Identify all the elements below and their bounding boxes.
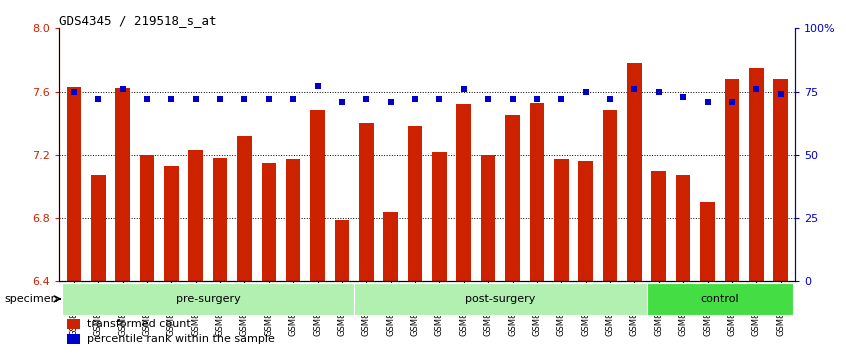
Point — [628, 86, 641, 92]
Point — [310, 84, 324, 89]
Point — [750, 86, 763, 92]
Bar — [140, 155, 154, 281]
Text: pre-surgery: pre-surgery — [175, 294, 240, 304]
Text: percentile rank within the sample: percentile rank within the sample — [87, 334, 275, 344]
Point — [432, 96, 446, 102]
FancyBboxPatch shape — [354, 283, 646, 315]
Point — [725, 99, 739, 104]
FancyBboxPatch shape — [62, 283, 354, 315]
Point — [140, 96, 154, 102]
Point — [335, 99, 349, 104]
Point — [530, 96, 544, 102]
Text: transformed count: transformed count — [87, 319, 191, 329]
Point — [91, 96, 105, 102]
Bar — [189, 150, 203, 281]
Bar — [212, 158, 228, 281]
Bar — [286, 160, 300, 281]
Bar — [408, 126, 422, 281]
Bar — [676, 175, 690, 281]
Point — [213, 96, 227, 102]
Bar — [237, 136, 252, 281]
Point — [700, 99, 714, 104]
Point — [579, 89, 592, 95]
Bar — [724, 79, 739, 281]
Point — [506, 96, 519, 102]
Text: post-surgery: post-surgery — [465, 294, 536, 304]
Point — [774, 91, 788, 97]
Bar — [164, 166, 179, 281]
Text: GDS4345 / 219518_s_at: GDS4345 / 219518_s_at — [59, 14, 217, 27]
Bar — [554, 160, 569, 281]
Bar — [700, 202, 715, 281]
Point — [409, 96, 422, 102]
Point — [652, 89, 666, 95]
Bar — [67, 334, 80, 344]
Text: control: control — [700, 294, 739, 304]
Point — [287, 96, 300, 102]
Bar — [505, 115, 519, 281]
Point — [238, 96, 251, 102]
Text: specimen: specimen — [4, 294, 58, 304]
Point — [676, 94, 689, 99]
Bar — [67, 319, 80, 329]
Point — [554, 96, 568, 102]
Point — [481, 96, 495, 102]
Bar — [67, 87, 81, 281]
Point — [67, 89, 80, 95]
Point — [116, 86, 129, 92]
Point — [457, 86, 470, 92]
Point — [262, 96, 276, 102]
Bar — [432, 152, 447, 281]
Bar — [335, 219, 349, 281]
Point — [189, 96, 202, 102]
Bar — [602, 110, 618, 281]
Bar — [773, 79, 788, 281]
Bar — [481, 155, 496, 281]
Bar — [651, 171, 666, 281]
FancyBboxPatch shape — [646, 283, 793, 315]
Bar — [627, 63, 642, 281]
Bar — [383, 212, 398, 281]
Bar — [457, 104, 471, 281]
Bar — [261, 162, 276, 281]
Point — [603, 96, 617, 102]
Bar — [115, 88, 130, 281]
Bar — [530, 103, 544, 281]
Point — [165, 96, 179, 102]
Bar — [749, 68, 764, 281]
Bar — [579, 161, 593, 281]
Bar — [310, 110, 325, 281]
Bar — [359, 123, 374, 281]
Point — [384, 99, 398, 104]
Bar — [91, 175, 106, 281]
Point — [360, 96, 373, 102]
